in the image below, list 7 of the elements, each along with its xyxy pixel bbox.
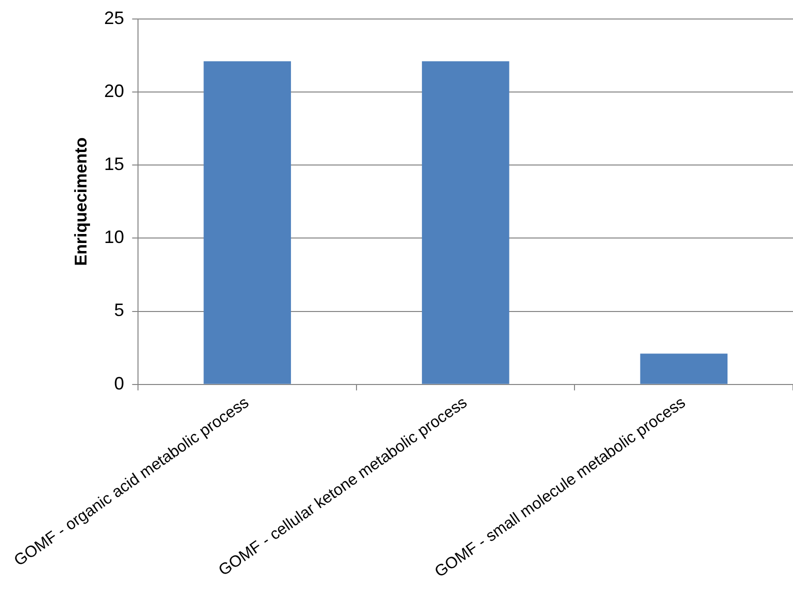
y-tick-label: 5 <box>114 300 124 320</box>
y-tick-label: 20 <box>104 80 124 101</box>
y-tick-label: 25 <box>104 8 124 28</box>
y-tick-label: 0 <box>114 373 124 394</box>
y-tick-label: 10 <box>104 227 124 248</box>
y-tick-label: 15 <box>104 154 124 174</box>
y-axis-title: Enriquecimento <box>72 137 91 266</box>
